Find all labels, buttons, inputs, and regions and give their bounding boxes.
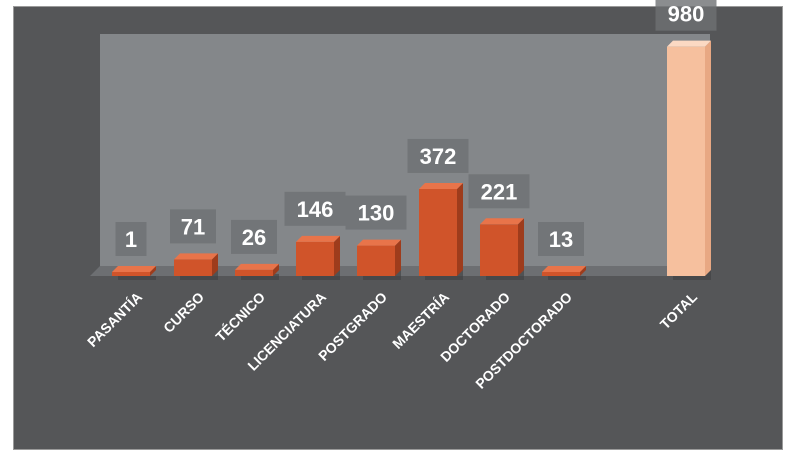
tick-label: PASANTÍA — [84, 289, 145, 350]
bar-side — [457, 182, 463, 276]
bar — [235, 269, 273, 276]
bar-side — [273, 263, 279, 276]
bar — [296, 241, 334, 276]
bar-top — [357, 239, 401, 246]
tick-label: TÉCNICO — [212, 289, 268, 345]
bar-side — [705, 40, 711, 277]
bar-shadow — [118, 276, 156, 280]
bar-top — [480, 218, 524, 225]
bar-shadow — [548, 276, 586, 280]
bar-side — [395, 239, 401, 276]
bar-side — [518, 218, 524, 276]
tick-label: MAESTRÍA — [389, 289, 452, 352]
data-label-box — [538, 222, 584, 256]
data-label: 980 — [668, 2, 705, 27]
bar-side — [334, 235, 340, 276]
bar — [542, 272, 580, 276]
bar-top — [419, 182, 463, 189]
data-label: 13 — [549, 227, 573, 252]
data-label: 26 — [242, 225, 266, 250]
bar-top — [542, 266, 586, 272]
data-label-box — [468, 174, 530, 209]
tick-label: TOTAL — [657, 288, 701, 332]
data-label-box — [231, 219, 277, 254]
data-label-box — [284, 191, 346, 226]
bar-top — [667, 40, 711, 47]
data-label: 372 — [420, 144, 457, 169]
bar-top — [112, 266, 156, 272]
data-label: 146 — [297, 197, 334, 222]
data-label: 130 — [358, 201, 395, 226]
data-label-box — [345, 195, 407, 230]
data-label: 221 — [481, 179, 518, 204]
bar-top — [235, 263, 279, 270]
bar — [357, 245, 395, 276]
data-label-box — [170, 209, 216, 244]
data-label-box — [407, 138, 469, 173]
bar — [174, 259, 212, 276]
bar-shadow — [241, 273, 279, 280]
data-label-box — [115, 222, 147, 256]
bar — [419, 188, 457, 276]
data-label: 1 — [125, 227, 137, 252]
bar-top — [296, 235, 340, 242]
data-label-box — [655, 0, 717, 31]
bar-side — [580, 266, 586, 276]
bar — [480, 224, 518, 276]
bar-top — [174, 253, 218, 260]
bar — [667, 46, 705, 277]
bar — [112, 272, 150, 276]
chart-back-wall — [100, 34, 710, 266]
bar-side — [212, 253, 218, 276]
bar-side — [150, 266, 156, 276]
data-label: 71 — [181, 214, 205, 239]
tick-label: CURSO — [160, 289, 207, 336]
